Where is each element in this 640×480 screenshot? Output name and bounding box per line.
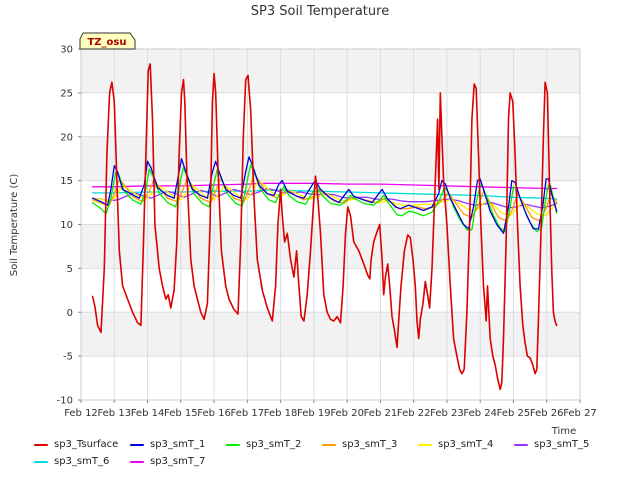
series-line-sp3-smt-2 [91,164,558,233]
legend-item: sp3_Tsurface [34,439,130,450]
legend-row: sp3_smT_6 sp3_smT_7 [34,453,634,470]
y-tick-label: 20 [60,132,73,143]
legend-item: sp3_smT_7 [130,456,226,467]
legend-item: sp3_smT_2 [226,439,322,450]
plot-band [81,356,580,400]
x-tick-label: Feb 25 [497,408,531,419]
legend-row: sp3_Tsurface sp3_smT_1 sp3_smT_2 sp3_smT_3 s… [34,436,634,453]
legend-swatch [226,443,240,446]
legend-item: sp3_smT_6 [34,456,130,467]
site-badge: TZ_osu [79,32,136,50]
x-tick-label: Feb 27 [563,408,597,419]
x-tick-label: Feb 14 [131,408,165,419]
x-tick-label: Feb 20 [330,408,364,419]
y-tick-label: 5 [67,264,73,275]
site-badge-box [79,32,136,50]
plot-band [81,136,580,181]
legend-swatch [418,443,432,446]
legend-label: sp3_smT_1 [150,439,206,450]
legend-item: sp3_smT_4 [418,439,514,450]
x-tick-label: Feb 18 [264,408,298,419]
legend-item: sp3_smT_1 [130,439,226,450]
legend-label: sp3_smT_2 [246,439,302,450]
legend-swatch [130,443,144,446]
y-tick-label: 15 [60,176,73,187]
y-tick-label: -10 [57,396,73,407]
series-line-sp3-tsurface [91,63,558,391]
legend-swatch [514,443,528,446]
series-line-sp3-smt-1 [91,156,558,234]
plot-band [81,49,580,93]
x-tick-label: Feb 22 [397,408,431,419]
site-badge-label: TZ_osu [87,37,126,48]
legend-swatch [130,460,144,463]
x-tick-label: Feb 16 [197,408,231,419]
legend-label: sp3_smT_4 [438,439,494,450]
legend-label: sp3_smT_6 [54,456,110,467]
x-tick-label: Feb 15 [164,408,198,419]
legend-label: sp3_Tsurface [54,439,119,450]
chart-legend: sp3_Tsurface sp3_smT_1 sp3_smT_2 sp3_smT_3 s… [34,436,634,470]
x-axis-ticks: Feb 12 Feb 13 Feb 14 Feb 15 Feb 16 Feb 17 Feb … [64,400,597,419]
y-tick-label: 25 [60,88,73,99]
x-tick-label: Feb 19 [297,408,331,419]
legend-label: sp3_smT_7 [150,456,206,467]
legend-swatch [34,443,48,446]
legend-item: sp3_smT_5 [514,439,610,450]
x-tick-label: Feb 12 [64,408,98,419]
y-tick-label: 10 [60,220,73,231]
x-tick-label: Feb 17 [231,408,265,419]
chart-title: SP3 Soil Temperature [251,4,389,19]
x-axis-label: Time [551,426,576,437]
x-tick-label: Feb 24 [463,408,497,419]
series-lines [91,63,558,391]
y-axis-ticks: -10 -5 0 5 10 15 20 25 30 [57,45,81,407]
legend-swatch [322,443,336,446]
legend-item: sp3_smT_3 [322,439,418,450]
x-tick-label: Feb 21 [364,408,398,419]
x-tick-label: Feb 26 [530,408,564,419]
series-line-sp3-smt-4 [91,179,558,217]
plot-band [81,92,580,137]
y-tick-label: 0 [67,308,73,319]
legend-swatch [34,460,48,463]
y-tick-label: 30 [60,45,73,56]
x-tick-label: Feb 23 [430,408,464,419]
legend-label: sp3_smT_3 [342,439,398,450]
legend-label: sp3_smT_5 [534,439,590,450]
plot-band [81,224,580,269]
y-tick-label: -5 [63,352,73,363]
x-tick-label: Feb 13 [97,408,131,419]
y-axis-label: Soil Temperature (C) [9,174,20,277]
